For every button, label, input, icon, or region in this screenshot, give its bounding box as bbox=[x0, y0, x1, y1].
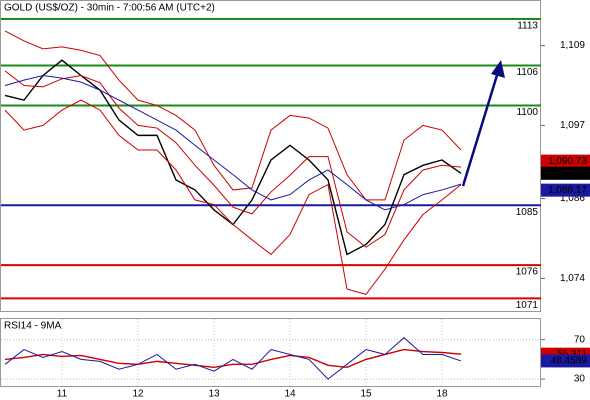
series-line bbox=[4, 99, 462, 295]
series-line bbox=[4, 30, 462, 201]
x-tick-label: 14 bbox=[284, 389, 296, 400]
y-tick-label: 1,086 bbox=[560, 193, 585, 204]
y-tick-label: 30 bbox=[574, 374, 586, 385]
level-label: 1076 bbox=[516, 267, 539, 278]
series-line bbox=[4, 337, 462, 380]
rsi-panel bbox=[0, 318, 541, 387]
level-label: 1085 bbox=[516, 207, 539, 218]
level-label: 1113 bbox=[517, 21, 538, 32]
arrow-head bbox=[491, 60, 505, 78]
price-marker-label: 1,089.8 bbox=[554, 168, 588, 179]
value-marker-label: 48.4589 bbox=[551, 356, 588, 367]
price-marker-label: 1,088.17 bbox=[548, 185, 587, 196]
x-tick-label: 12 bbox=[132, 389, 144, 400]
level-label: 1106 bbox=[516, 67, 538, 78]
y-tick-label: 70 bbox=[574, 334, 586, 345]
arrow-shaft bbox=[461, 71, 500, 187]
value-marker bbox=[541, 354, 590, 368]
chart-title: GOLD (US$/OZ) - 30min - 7:00:56 AM (UTC+… bbox=[4, 3, 215, 14]
price-marker bbox=[541, 154, 590, 168]
price-marker bbox=[541, 166, 590, 180]
value-marker-label: 55.311 bbox=[557, 349, 587, 360]
y-tick-label: 1,074 bbox=[560, 273, 585, 284]
y-tick-label: 1,109 bbox=[560, 40, 585, 51]
x-tick-label: 15 bbox=[360, 389, 372, 400]
x-tick-label: 11 bbox=[57, 389, 68, 400]
x-tick-label: 18 bbox=[436, 389, 448, 400]
level-label: 1100 bbox=[516, 107, 538, 118]
y-tick-label: 1,097 bbox=[560, 120, 585, 131]
rsi-title: RSI14 - 9MA bbox=[4, 321, 62, 332]
level-label: 1071 bbox=[516, 300, 539, 311]
series-line bbox=[4, 74, 462, 211]
series-line bbox=[4, 70, 462, 248]
projection-arrow bbox=[461, 60, 505, 187]
price-marker bbox=[541, 183, 590, 197]
x-tick-label: 13 bbox=[208, 389, 220, 400]
price-marker-label: 1,090.73 bbox=[548, 156, 587, 167]
main-panel bbox=[0, 0, 541, 312]
